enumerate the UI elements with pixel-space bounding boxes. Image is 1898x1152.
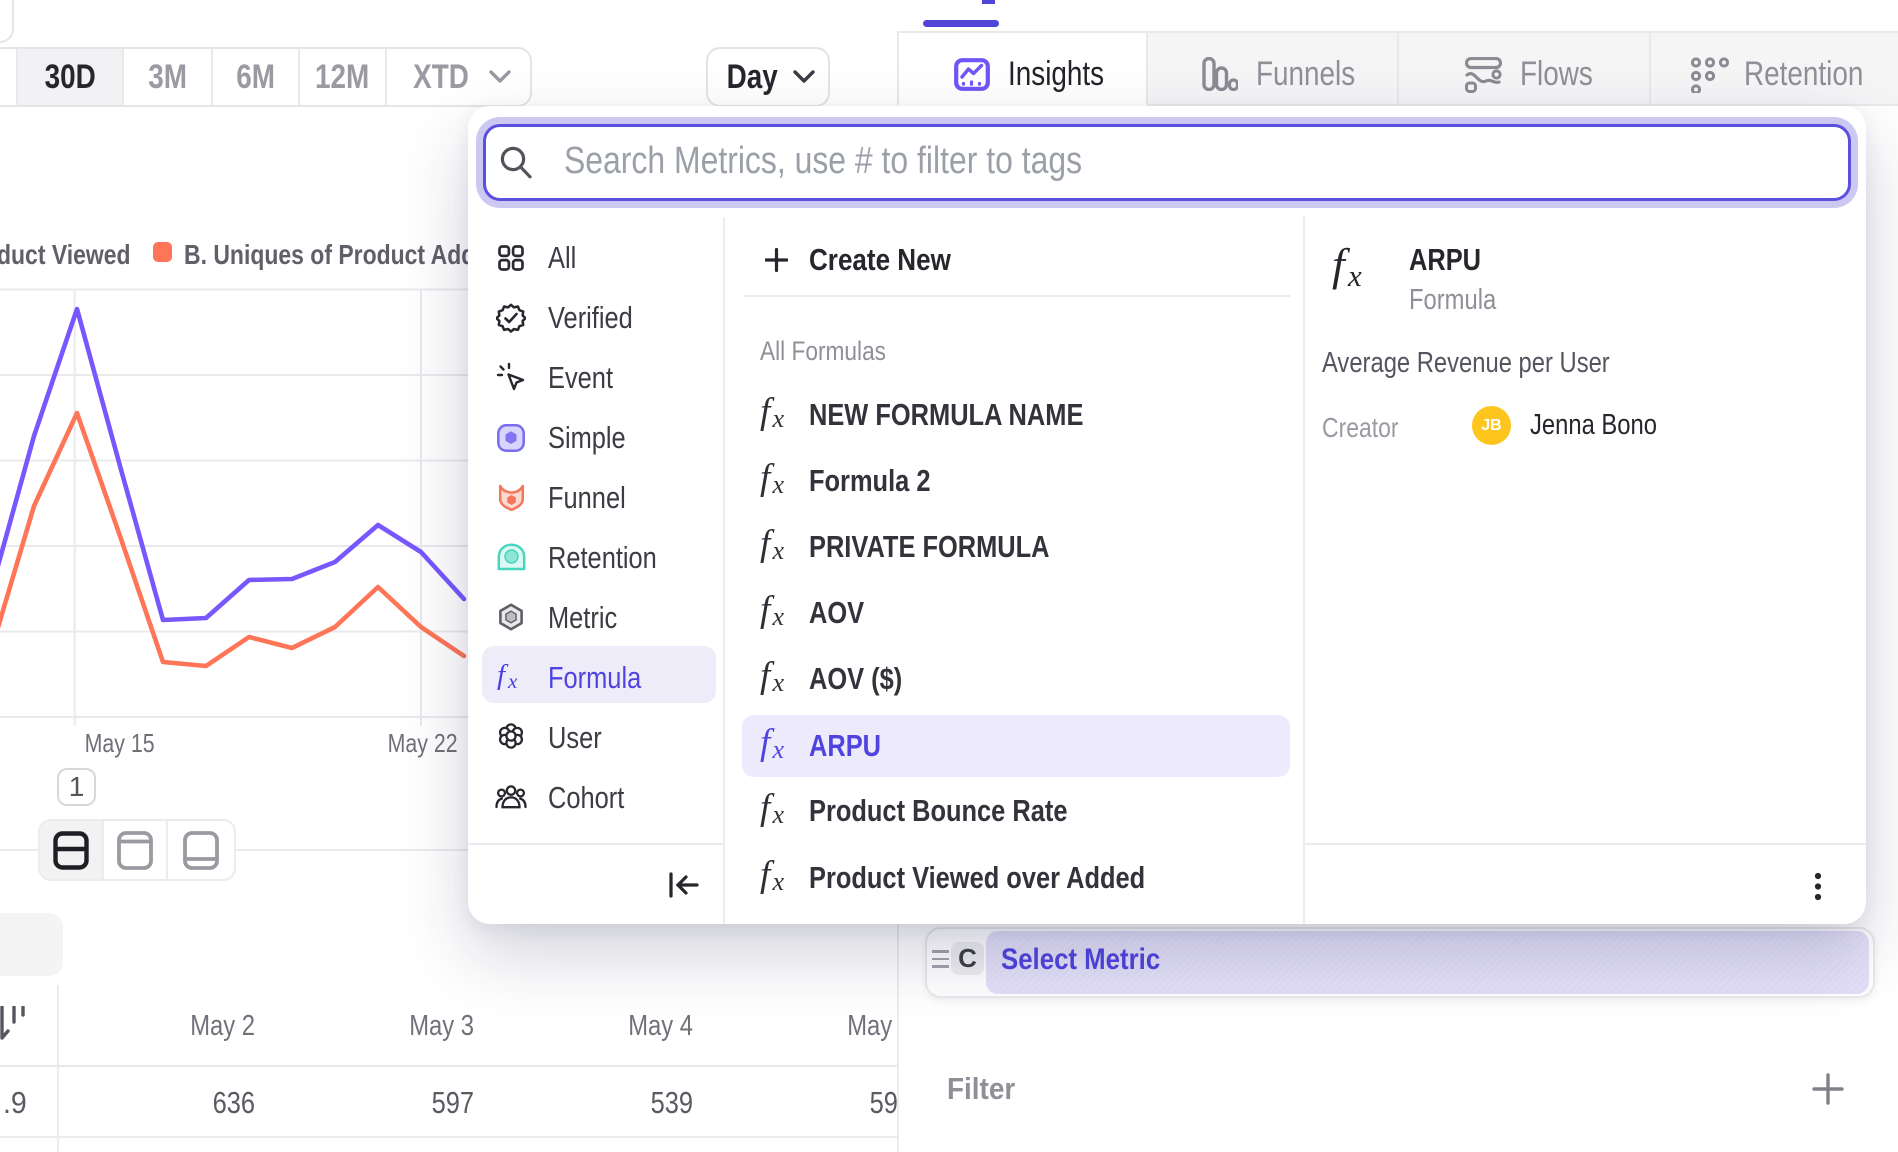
svg-text:x: x (507, 669, 518, 693)
svg-text:x: x (772, 602, 785, 631)
svg-text:x: x (772, 470, 785, 499)
svg-text:x: x (772, 800, 785, 829)
svg-text:x: x (772, 404, 785, 433)
svg-text:x: x (1347, 258, 1362, 293)
svg-text:x: x (772, 735, 785, 764)
svg-text:x: x (772, 668, 785, 697)
svg-text:x: x (772, 867, 785, 896)
svg-text:x: x (772, 536, 785, 565)
